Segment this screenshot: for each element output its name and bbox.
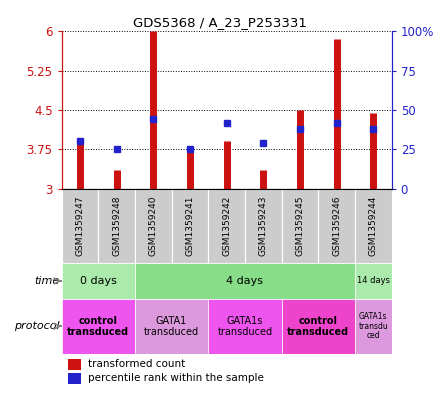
Bar bbox=[135, 299, 208, 354]
Bar bbox=[282, 189, 318, 263]
Text: GSM1359248: GSM1359248 bbox=[112, 196, 121, 256]
Text: 14 days: 14 days bbox=[357, 277, 390, 285]
Bar bbox=[282, 299, 355, 354]
Text: protocol: protocol bbox=[14, 321, 60, 331]
Text: 0 days: 0 days bbox=[80, 276, 117, 286]
Text: GSM1359240: GSM1359240 bbox=[149, 196, 158, 256]
Text: GSM1359244: GSM1359244 bbox=[369, 196, 378, 256]
Text: GSM1359243: GSM1359243 bbox=[259, 196, 268, 256]
Bar bbox=[208, 299, 282, 354]
Text: time: time bbox=[34, 276, 60, 286]
Text: transformed count: transformed count bbox=[88, 359, 185, 369]
Bar bbox=[208, 189, 245, 263]
Text: GSM1359246: GSM1359246 bbox=[332, 196, 341, 256]
Text: percentile rank within the sample: percentile rank within the sample bbox=[88, 373, 264, 384]
Bar bbox=[245, 189, 282, 263]
Bar bbox=[68, 359, 81, 369]
Text: GATA1s
transduced: GATA1s transduced bbox=[217, 316, 272, 336]
Text: GSM1359241: GSM1359241 bbox=[185, 196, 194, 256]
Bar bbox=[62, 263, 135, 299]
Bar bbox=[355, 263, 392, 299]
Bar bbox=[62, 299, 135, 354]
Text: GDS5368 / A_23_P253331: GDS5368 / A_23_P253331 bbox=[133, 16, 307, 29]
Text: GSM1359245: GSM1359245 bbox=[295, 196, 304, 256]
Bar bbox=[172, 189, 208, 263]
Bar bbox=[135, 189, 172, 263]
Bar bbox=[68, 373, 81, 384]
Bar bbox=[355, 189, 392, 263]
Bar bbox=[62, 189, 98, 263]
Text: control
transduced: control transduced bbox=[67, 316, 129, 336]
Bar bbox=[135, 263, 355, 299]
Text: control
transduced: control transduced bbox=[287, 316, 349, 336]
Text: GSM1359242: GSM1359242 bbox=[222, 196, 231, 256]
Bar bbox=[318, 189, 355, 263]
Bar bbox=[98, 189, 135, 263]
Text: GATA1s
transdu
ced: GATA1s transdu ced bbox=[359, 312, 388, 340]
Text: GATA1
transduced: GATA1 transduced bbox=[144, 316, 199, 336]
Text: GSM1359247: GSM1359247 bbox=[75, 196, 84, 256]
Text: 4 days: 4 days bbox=[227, 276, 264, 286]
Bar bbox=[355, 299, 392, 354]
